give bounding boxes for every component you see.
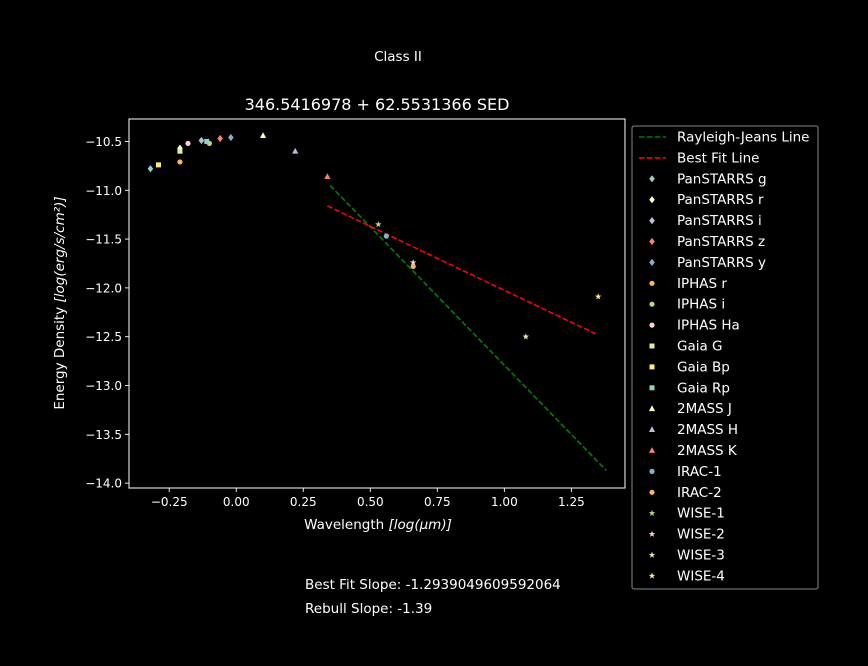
legend-label-6: IPHAS i	[677, 297, 725, 313]
legend-label-line-0: Rayleigh-Jeans Line	[677, 130, 809, 146]
point-18-0	[522, 333, 530, 340]
x-tick-label-4: 0.75	[424, 495, 451, 509]
y-tick-label-2: −11.5	[85, 233, 122, 247]
legend-marker-2	[649, 217, 655, 225]
chart-title: 346.5416978 + 62.5531366 SED	[245, 95, 510, 114]
point-19-0	[594, 293, 602, 300]
point-16-0	[375, 221, 382, 228]
legend-marker-11	[648, 405, 656, 412]
legend-marker-10	[649, 385, 655, 391]
legend-marker-5	[649, 280, 655, 286]
x-tick-label-6: 1.25	[558, 495, 585, 509]
legend-label-12: 2MASS H	[677, 422, 738, 438]
y-tick-label-6: −13.5	[85, 428, 122, 442]
rebull-slope-text: Rebull Slope: -1.39	[305, 601, 432, 617]
point-7-0	[185, 140, 191, 147]
legend-label-3: PanSTARRS z	[677, 234, 765, 250]
legend-label-16: WISE-1	[677, 506, 725, 522]
legend-label-5: IPHAS r	[677, 276, 727, 292]
legend-label-14: IRAC-1	[677, 464, 722, 480]
legend-marker-19	[648, 572, 656, 579]
legend-frame	[631, 125, 819, 590]
point-9-0	[155, 162, 161, 168]
legend-marker-16	[648, 509, 656, 516]
line-1	[327, 205, 596, 335]
point-14-0	[383, 233, 389, 239]
y-tick-label-7: −14.0	[85, 477, 122, 491]
x-tick-label-0: −0.25	[151, 495, 188, 509]
y-axis-ticks: −10.5 −11.0 −11.5 −12.0 −12.5 −13.0 −13.5 −14.0	[85, 135, 129, 491]
data-points	[147, 132, 602, 340]
legend-marker-15	[649, 489, 655, 495]
y-tick-label-0: −10.5	[85, 135, 122, 149]
x-axis-ticks: −0.25 0.00 0.25 0.50 0.75 1.00 1.25	[151, 488, 585, 509]
point-3-0	[217, 134, 223, 143]
point-13-0	[324, 173, 331, 179]
point-1-0	[177, 144, 183, 152]
y-tick-label-4: −12.5	[85, 330, 122, 344]
y-axis-label: Energy Density [log(erg/s/cm²)]	[52, 196, 68, 409]
point-8-0	[177, 148, 183, 154]
point-5-0	[177, 159, 183, 165]
legend-marker-0	[649, 175, 655, 183]
point-11-0	[259, 132, 267, 138]
legend-marker-1	[649, 196, 655, 204]
point-10-0	[204, 138, 210, 144]
point-15-0	[410, 263, 416, 270]
x-tick-label-3: 0.50	[357, 495, 384, 509]
legend-label-line-1: Best Fit Line	[677, 150, 759, 166]
y-tick-label-5: −13.0	[85, 379, 122, 393]
legend-label-19: WISE-4	[677, 568, 725, 584]
legend-marker-12	[648, 426, 656, 432]
legend-marker-9	[649, 364, 655, 370]
legend-label-1: PanSTARRS r	[677, 192, 764, 208]
legend-marker-4	[649, 258, 655, 266]
point-4-0	[228, 133, 234, 142]
legend-marker-3	[649, 237, 655, 246]
legend-label-17: WISE-2	[677, 527, 725, 543]
legend-label-0: PanSTARRS g	[677, 171, 767, 187]
legend-label-10: Gaia Rp	[677, 380, 730, 396]
x-tick-label-1: 0.00	[223, 495, 250, 509]
x-tick-label-2: 0.25	[290, 495, 317, 509]
legend-label-8: Gaia G	[677, 339, 723, 355]
legend-label-9: Gaia Bp	[677, 359, 730, 375]
y-tick-label-3: −12.0	[85, 281, 122, 295]
legend-label-7: IPHAS Ha	[677, 318, 740, 334]
fit-lines	[327, 184, 607, 471]
point-2-0	[198, 136, 205, 145]
legend-marker-8	[649, 343, 655, 349]
legend-marker-7	[649, 322, 655, 328]
x-tick-label-5: 1.00	[491, 495, 518, 509]
legend-marker-6	[649, 301, 655, 307]
plot-area	[128, 118, 626, 489]
legend-marker-14	[649, 468, 655, 474]
figure-suptitle: Class II	[374, 49, 422, 65]
legend-label-15: IRAC-2	[677, 485, 722, 501]
y-tick-label-1: −11.0	[85, 184, 122, 198]
point-12-0	[292, 147, 299, 154]
point-17-0	[409, 259, 417, 266]
legend: Rayleigh-Jeans Line Best Fit Line PanSTARR…	[631, 125, 819, 590]
legend-label-11: 2MASS J	[677, 401, 732, 417]
legend-label-13: 2MASS K	[677, 443, 738, 459]
legend-label-2: PanSTARRS i	[677, 213, 762, 229]
point-0-0	[147, 165, 154, 173]
legend-label-4: PanSTARRS y	[677, 255, 766, 271]
line-0	[329, 184, 607, 471]
legend-marker-13	[648, 447, 656, 453]
legend-label-18: WISE-3	[677, 548, 725, 564]
legend-marker-17	[648, 530, 656, 537]
legend-marker-18	[648, 551, 656, 558]
x-axis-label: Wavelength [log(μm)]	[304, 517, 452, 533]
best-fit-slope-text: Best Fit Slope: -1.2939049609592064	[305, 577, 561, 593]
